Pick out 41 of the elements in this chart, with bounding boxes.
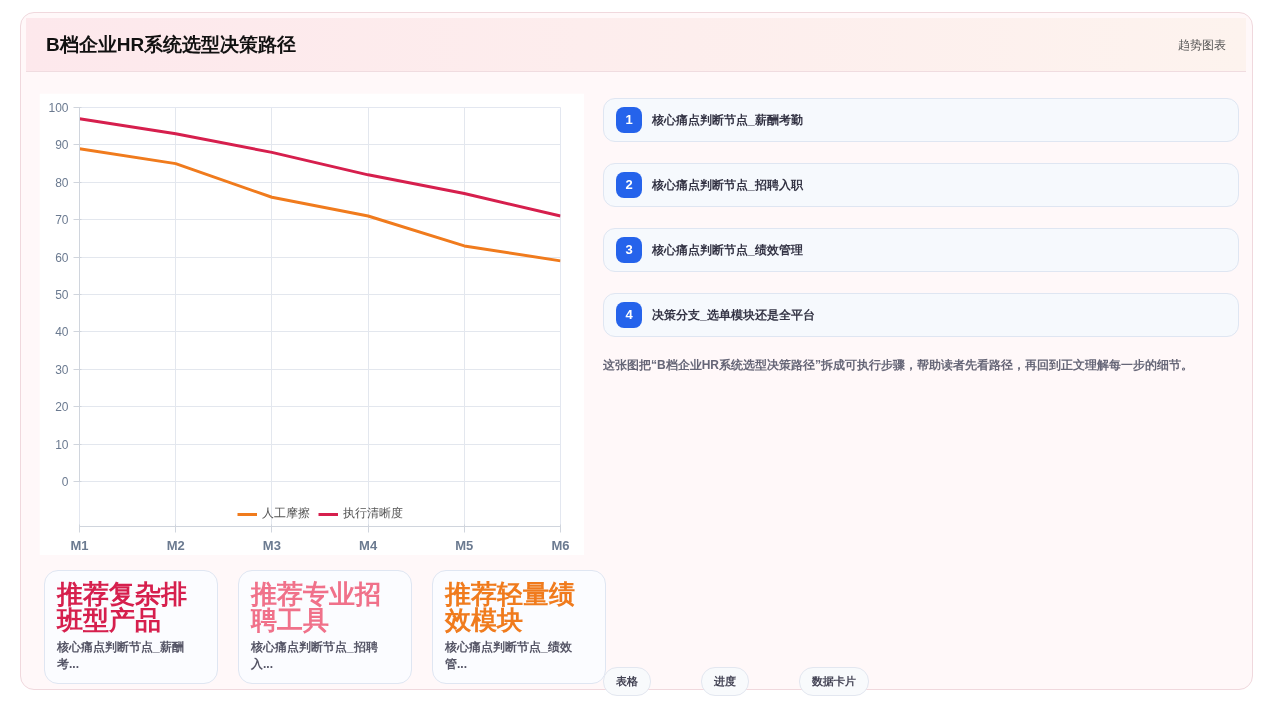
line-series: [79, 117, 561, 218]
text: 决策分支_选单模块还是全平台: [652, 306, 815, 324]
text: 核心痛点判断节点_薪酬考...: [57, 639, 185, 673]
line-series: [79, 147, 561, 263]
x-tick-label: M5: [455, 537, 474, 553]
text: 1: [616, 107, 642, 133]
chart-title: B档企业HR系统选型决策路径: [46, 33, 297, 57]
legend-label: 执行清晰度: [342, 505, 403, 522]
text: 推荐专业招聘工具: [251, 579, 382, 635]
text: 4: [616, 302, 642, 328]
x-tick-label: M2: [166, 537, 185, 553]
text: 数据卡片: [799, 667, 869, 696]
text: 2: [616, 172, 642, 198]
text: 核心痛点判断节点_招聘入...: [251, 639, 379, 673]
x-tick-label: M1: [70, 537, 89, 553]
y-tick-label: 40: [55, 325, 69, 340]
text: 3: [616, 237, 642, 263]
text: 进度: [701, 667, 749, 696]
text: 推荐轻量绩效模块: [445, 579, 576, 635]
x-tick-label: M6: [551, 537, 570, 553]
text: 趋势图表: [1178, 36, 1226, 54]
text: 核心痛点判断节点_绩效管...: [445, 639, 573, 673]
y-tick-label: 90: [55, 138, 69, 153]
y-tick-label: 50: [55, 288, 69, 303]
y-tick-label: 30: [55, 362, 69, 377]
y-tick-label: 10: [55, 437, 69, 452]
y-tick-label: 70: [55, 213, 69, 228]
text: 这张图把“B档企业HR系统选型决策路径”拆成可执行步骤，帮助读者先看路径，再回到正文理解每一步的细节。: [603, 357, 1193, 374]
x-tick-label: M3: [262, 537, 281, 553]
y-tick-label: 60: [55, 250, 69, 265]
y-tick-label: 20: [55, 400, 69, 415]
text: 表格: [603, 667, 651, 696]
text: 核心痛点判断节点_招聘入职: [652, 176, 803, 194]
text: 核心痛点判断节点_绩效管理: [652, 241, 803, 259]
y-tick-label: 0: [61, 475, 69, 490]
y-tick-label: 100: [48, 101, 69, 115]
text: 核心痛点判断节点_薪酬考勤: [652, 111, 803, 129]
y-tick-label: 80: [55, 175, 69, 190]
legend-label: 人工摩擦: [261, 505, 310, 522]
text: 推荐复杂排班型产品: [57, 579, 188, 635]
x-tick-label: M4: [359, 537, 378, 553]
